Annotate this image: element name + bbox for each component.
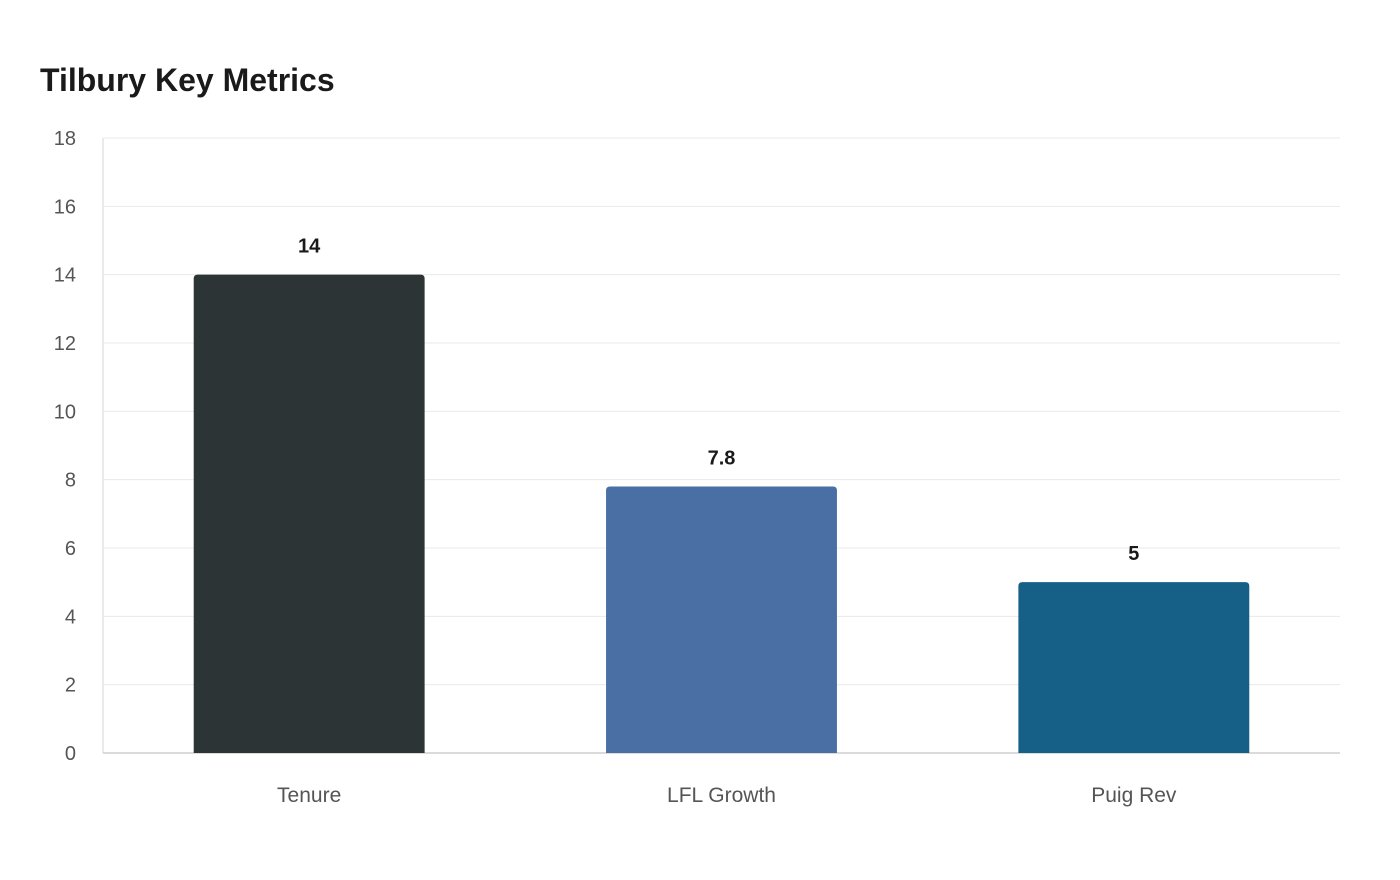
labels: 0 2 4 6 8 10 12 14 16 18 14 Tenure 7.8 LFL Growth 5 Pui… bbox=[54, 128, 1177, 807]
y-tick-label: 10 bbox=[54, 401, 76, 423]
bar-tenure bbox=[193, 274, 425, 753]
y-tick-label: 16 bbox=[54, 196, 76, 218]
y-tick-label: 18 bbox=[54, 128, 76, 150]
data-label: 14 bbox=[298, 236, 321, 258]
y-tick-label: 12 bbox=[54, 333, 76, 355]
y-tick-label: 8 bbox=[65, 470, 76, 492]
y-tick-label: 14 bbox=[54, 265, 76, 287]
y-tick-label: 4 bbox=[65, 606, 76, 628]
bar-lfl-growth bbox=[606, 486, 837, 753]
y-tick-label: 2 bbox=[65, 675, 76, 697]
bars bbox=[193, 274, 1250, 753]
y-tick-label: 6 bbox=[65, 538, 76, 560]
data-label: 7.8 bbox=[708, 448, 736, 470]
chart-title: Tilbury Key Metrics bbox=[40, 62, 335, 98]
bar-puig-rev bbox=[1018, 582, 1250, 753]
y-tick-label: 0 bbox=[65, 743, 76, 765]
x-tick-label: Tenure bbox=[277, 784, 341, 807]
x-tick-label: LFL Growth bbox=[667, 784, 776, 807]
x-tick-label: Puig Rev bbox=[1091, 784, 1177, 807]
data-label: 5 bbox=[1128, 543, 1139, 565]
